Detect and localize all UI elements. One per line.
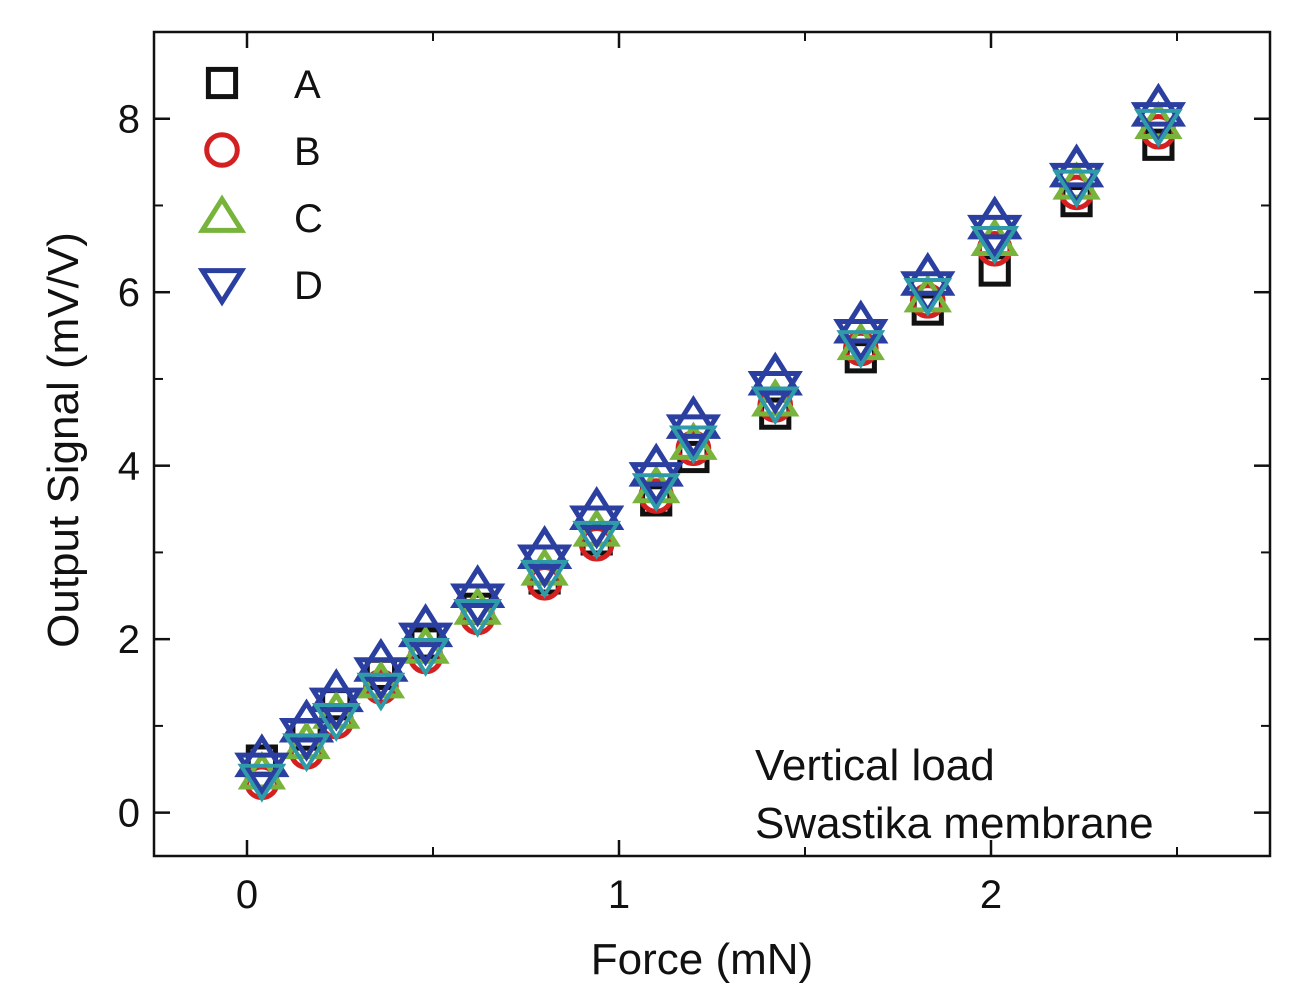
- series-extra: [237, 108, 1183, 803]
- legend-label-c: C: [294, 197, 323, 241]
- data-point-d: [833, 318, 889, 363]
- data-point-overlay: [572, 520, 622, 560]
- y-tick-label: 8: [118, 98, 140, 142]
- data-point-d: [516, 544, 573, 589]
- y-tick-label: 2: [118, 618, 140, 662]
- data-point-d: [353, 657, 409, 702]
- data-point-d: [450, 583, 506, 628]
- data-point-overlay: [750, 386, 800, 426]
- legend-marker-c: [197, 194, 247, 233]
- data-point-c: [1052, 161, 1101, 200]
- data-point-overlay: [520, 559, 570, 599]
- axis-ticks: 0 1 2 0 2 4 6 8: [118, 32, 1270, 917]
- legend-label-a: A: [294, 63, 321, 107]
- y-tick-label: 4: [118, 445, 140, 489]
- data-point-d: [397, 622, 454, 667]
- data-point-c: [237, 751, 287, 790]
- y-tick-label: 0: [118, 792, 140, 836]
- data-point-d: [628, 462, 684, 507]
- data-point-overlay: [453, 598, 503, 638]
- legend-marker-a: [205, 66, 239, 100]
- data-point-d: [234, 752, 290, 797]
- data-point-d: [967, 214, 1023, 259]
- series-d: [234, 82, 1187, 797]
- data-point-d: [747, 371, 803, 415]
- legend-label-b: B: [294, 130, 321, 174]
- legend-marker-d: [197, 268, 247, 307]
- data-point-overlay: [1052, 169, 1101, 209]
- data-point-overlay: [401, 637, 450, 677]
- data-series-layer: [234, 82, 1187, 803]
- data-point-overlay: [237, 763, 287, 803]
- x-tick-label: 1: [608, 873, 630, 917]
- data-point-d: [665, 414, 722, 459]
- data-point-overlay: [903, 278, 953, 317]
- data-point-a: [1142, 128, 1175, 161]
- x-tick-label: 2: [980, 873, 1002, 917]
- data-point-d: [308, 687, 364, 732]
- data-point-c: [1134, 100, 1183, 139]
- data-point-overlay: [836, 330, 886, 369]
- legend-marker-b: [204, 132, 240, 168]
- y-axis-title: Output Signal (mV/V): [39, 232, 88, 648]
- data-point-d: [569, 505, 625, 550]
- plot-frame: [152, 30, 1272, 858]
- data-point-overlay: [356, 672, 406, 712]
- data-point-overlay: [631, 473, 681, 513]
- annotation-line-1: Vertical load: [755, 741, 995, 790]
- data-point-overlay: [970, 225, 1020, 265]
- data-point-overlay: [1133, 108, 1183, 148]
- annotation-line-2: Swastika membrane: [755, 799, 1154, 848]
- x-axis-title: Force (mN): [591, 935, 813, 984]
- data-point-overlay: [311, 703, 361, 742]
- legend-label-d: D: [294, 264, 323, 308]
- data-point-d: [278, 717, 335, 762]
- data-point-overlay: [282, 733, 331, 773]
- y-tick-label: 6: [118, 271, 140, 315]
- x-tick-label: 0: [236, 873, 258, 917]
- data-point-overlay: [668, 425, 718, 465]
